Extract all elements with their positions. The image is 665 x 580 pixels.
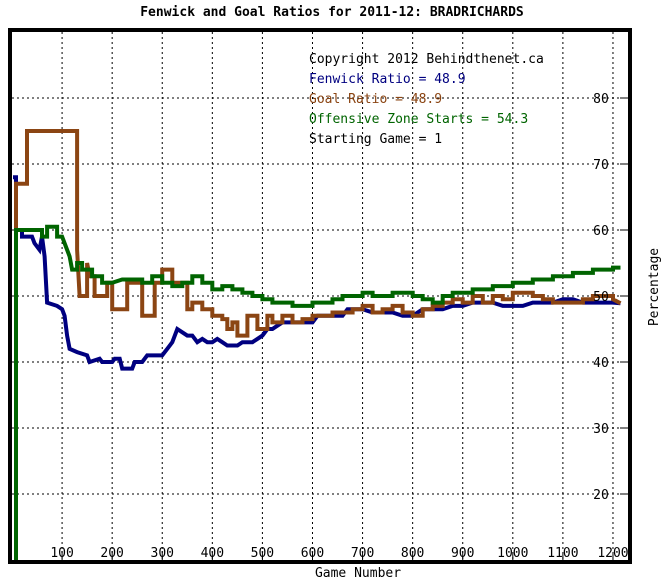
x-tick-label: 800: [401, 546, 424, 561]
x-tick-label: 500: [251, 546, 274, 561]
annotation-line: Offensive Zone Starts = 54.3: [309, 112, 528, 127]
series-line-offensive-zone-starts: [14, 224, 621, 560]
annotation-line: Fenwick Ratio = 48.9: [309, 72, 466, 87]
grid: [12, 32, 628, 560]
y-tick-label: 60: [593, 224, 609, 239]
y-tick-label: 30: [593, 422, 609, 437]
series-line-goal-ratio: [14, 129, 622, 338]
x-tick-label: 400: [201, 546, 224, 561]
y-tick-label: 80: [593, 92, 609, 107]
x-tick-label: 1200: [597, 546, 628, 561]
series-layer: [13, 129, 622, 560]
annotations: Copyright 2012 Behindthenet.ca Fenwick Ra…: [309, 52, 544, 147]
annotation-line: Starting Game = 1: [309, 132, 442, 147]
chart-title: Fenwick and Goal Ratios for 2011-12: BRA…: [140, 5, 524, 20]
y-tick-label: 70: [593, 158, 609, 173]
x-tick-label: 600: [301, 546, 324, 561]
x-ticks: 100 200 300 400 500 600 700 800 900 1000 1100 1200: [50, 546, 628, 561]
x-tick-label: 200: [100, 546, 123, 561]
annotation-line: Goal Ratio = 48.9: [309, 92, 442, 107]
x-tick-label: 700: [351, 546, 374, 561]
y-axis-title: Percentage: [647, 248, 662, 326]
y-tick-label: 20: [593, 488, 609, 503]
annotation-line: Copyright 2012 Behindthenet.ca: [309, 52, 544, 67]
x-tick-label: 1000: [497, 546, 528, 561]
y-ticks: 20 30 40 50 60 70 80: [593, 92, 609, 503]
x-tick-label: 100: [50, 546, 73, 561]
y-tick-label: 40: [593, 356, 609, 371]
x-tick-label: 1100: [547, 546, 578, 561]
x-axis-title: Game Number: [315, 566, 401, 580]
x-tick-label: 300: [151, 546, 174, 561]
y-tick-label: 50: [593, 290, 609, 305]
x-tick-label: 900: [451, 546, 474, 561]
